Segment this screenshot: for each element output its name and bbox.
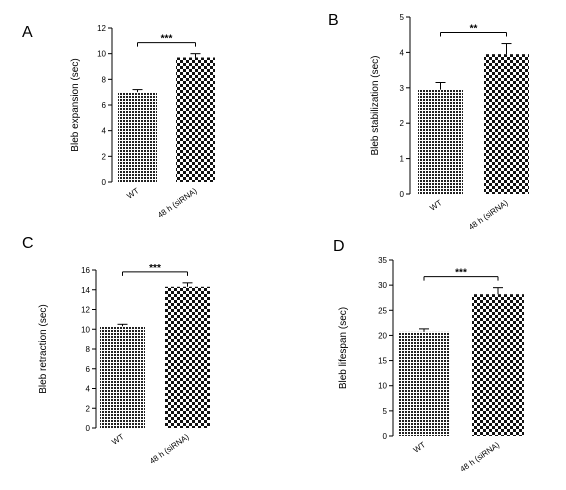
category-label: WT: [412, 440, 427, 455]
chart-panel-a: A 0 2 4 6 8 10 12 Bleb expansion (sec) WT 48 h (si…: [22, 24, 215, 220]
y-tick-label: 30: [378, 281, 387, 290]
panel-letter: B: [328, 12, 339, 29]
y-tick-label: 35: [378, 256, 387, 265]
y-tick-label: 15: [378, 357, 387, 366]
y-tick-label: 14: [81, 286, 90, 295]
y-tick-label: 0: [400, 190, 405, 199]
y-axis-title: Bleb stabilization (sec): [370, 55, 381, 155]
chart-panel-c: C 0 2 4 6 8 10 12 14 16 Bleb retraction (sec) WT 48 …: [22, 235, 210, 466]
panel-letter: C: [22, 235, 34, 252]
y-tick-label: 5: [383, 407, 388, 416]
panel-letter: D: [333, 238, 345, 255]
significance-label: ***: [455, 268, 467, 279]
chart-panel-b: B 0 1 2 3 4 5 Bleb stabilization (sec) WT 48 h (s…: [328, 12, 529, 232]
y-tick-label: 10: [378, 382, 387, 391]
bar: [100, 326, 145, 428]
y-tick-label: 10: [81, 325, 90, 334]
y-tick-label: 25: [378, 306, 387, 315]
category-label: WT: [110, 432, 125, 447]
y-tick-label: 20: [378, 331, 387, 340]
y-tick-label: 0: [102, 178, 107, 187]
significance-label: ***: [161, 34, 173, 45]
y-tick-label: 2: [400, 119, 405, 128]
category-label: 48 h (siRNA): [156, 186, 199, 220]
bar: [484, 54, 529, 194]
y-axis-title: Bleb lifespan (sec): [338, 307, 349, 389]
y-tick-label: 5: [400, 13, 405, 22]
y-tick-label: 8: [86, 345, 91, 354]
y-tick-label: 10: [97, 50, 106, 59]
y-tick-label: 12: [97, 24, 106, 33]
y-tick-label: 4: [400, 48, 405, 57]
y-tick-label: 2: [86, 404, 91, 413]
bar: [472, 294, 524, 436]
bar: [176, 57, 215, 183]
y-tick-label: 16: [81, 266, 90, 275]
y-tick-label: 12: [81, 306, 90, 315]
y-tick-label: 4: [86, 385, 91, 394]
significance-label: **: [470, 24, 478, 35]
y-axis-title: Bleb expansion (sec): [70, 58, 81, 151]
category-label: WT: [125, 186, 140, 201]
y-tick-label: 6: [86, 365, 91, 374]
bar: [418, 89, 463, 194]
bar: [398, 331, 450, 436]
category-label: 48 h (siRNA): [148, 432, 191, 466]
category-label: WT: [428, 198, 443, 213]
y-tick-label: 4: [102, 127, 107, 136]
bar: [118, 92, 157, 182]
panel-letter: A: [22, 24, 33, 41]
y-tick-label: 3: [400, 84, 405, 93]
y-tick-label: 6: [102, 101, 107, 110]
y-axis-title: Bleb retraction (sec): [38, 304, 49, 393]
chart-panel-d: D 0 5 10 15 20 25 30 35 Bleb lifespan (sec) WT 48 h…: [333, 238, 524, 474]
y-tick-label: 1: [400, 155, 405, 164]
category-label: 48 h (siRNA): [467, 198, 510, 232]
y-tick-label: 0: [383, 432, 388, 441]
bar: [165, 286, 210, 428]
category-label: 48 h (siRNA): [458, 440, 501, 474]
y-tick-label: 8: [102, 75, 107, 84]
y-tick-label: 0: [86, 424, 91, 433]
significance-label: ***: [149, 263, 161, 274]
y-tick-label: 2: [102, 152, 107, 161]
